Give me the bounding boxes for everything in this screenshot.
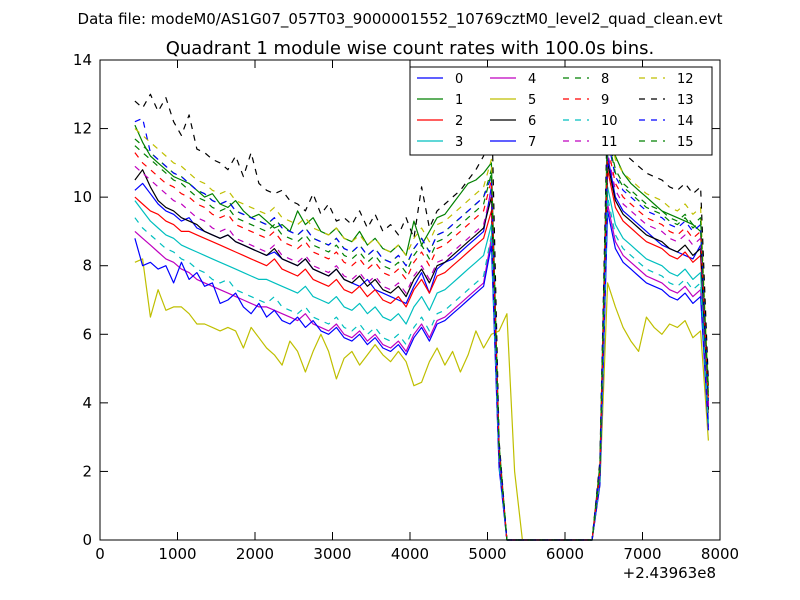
legend-label-15: 15	[677, 135, 694, 150]
legend-label-8: 8	[601, 72, 609, 87]
x-tick-label: 1000	[158, 545, 196, 563]
legend-label-11: 11	[601, 135, 618, 150]
series-line-7	[134, 210, 709, 541]
series-line-4	[134, 203, 709, 541]
series-line-2	[134, 169, 709, 541]
chart-title: Quadrant 1 module wise count rates with …	[166, 38, 655, 59]
x-tick-label: 7000	[623, 545, 661, 563]
axis-ticks: 0 1000 2000 3000 4000 5000 6000 7000 80000246810…	[73, 51, 739, 563]
legend-label-6: 6	[528, 114, 536, 129]
x-tick-label: 4000	[391, 545, 429, 563]
plot-lines	[134, 93, 709, 541]
series-line-3	[134, 186, 709, 541]
series-line-5	[134, 258, 709, 541]
y-tick-label: 4	[82, 394, 92, 412]
y-tick-label: 0	[82, 531, 92, 549]
legend-label-14: 14	[677, 114, 694, 129]
y-tick-label: 6	[82, 325, 92, 343]
series-line-11	[134, 152, 709, 541]
legend-label-4: 4	[528, 72, 536, 87]
y-tick-label: 10	[73, 188, 92, 206]
x-tick-label: 5000	[468, 545, 506, 563]
y-tick-label: 2	[82, 462, 92, 480]
legend-label-10: 10	[601, 114, 618, 129]
legend-label-12: 12	[677, 72, 694, 87]
x-tick-label: 8000	[701, 545, 739, 563]
series-line-10	[134, 196, 709, 541]
y-tick-label: 14	[73, 51, 92, 69]
legend-label-0: 0	[455, 72, 463, 87]
legend-label-5: 5	[528, 93, 536, 108]
legend-frame	[409, 66, 713, 156]
x-tick-label: 0	[95, 545, 105, 563]
legend-label-1: 1	[455, 93, 463, 108]
figure-suptitle: Data file: modeM0/AS1G07_057T03_90000015…	[78, 10, 723, 29]
x-offset-label: +2.43963e8	[623, 564, 716, 582]
legend-label-3: 3	[455, 135, 463, 150]
legend-label-7: 7	[528, 135, 536, 150]
x-tick-label: 3000	[313, 545, 351, 563]
series-line-15	[134, 134, 709, 541]
series-line-9	[134, 145, 709, 541]
series-line-13	[134, 93, 709, 541]
y-tick-label: 8	[82, 257, 92, 275]
legend-label-2: 2	[455, 114, 463, 129]
x-tick-label: 6000	[546, 545, 584, 563]
legend-label-13: 13	[677, 93, 694, 108]
legend-label-9: 9	[601, 93, 609, 108]
series-line-6	[134, 162, 709, 541]
y-tick-label: 12	[73, 120, 92, 138]
series-line-14	[134, 117, 709, 541]
x-tick-label: 2000	[236, 545, 274, 563]
